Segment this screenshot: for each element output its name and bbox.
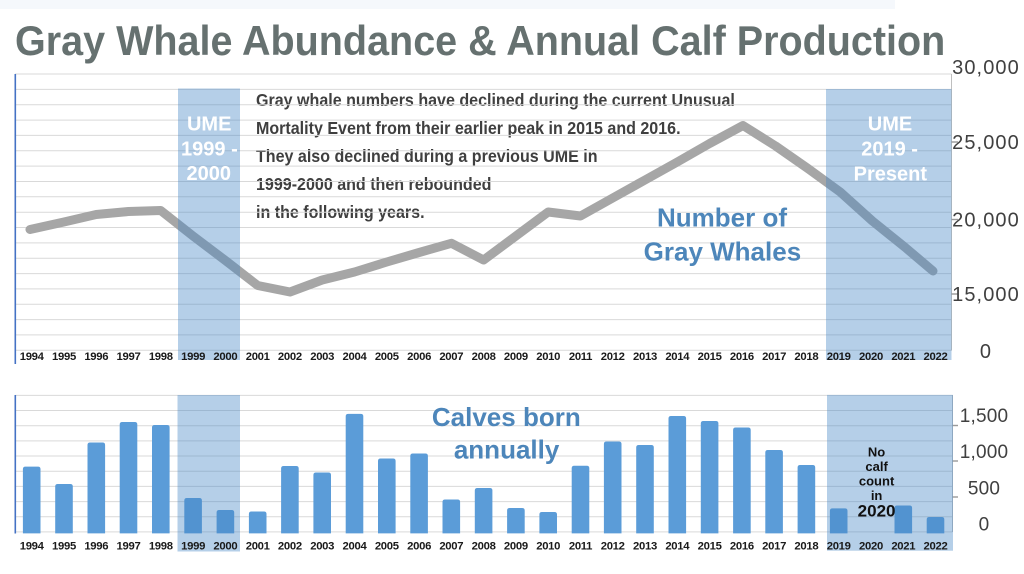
svg-text:2020: 2020	[859, 351, 883, 363]
svg-text:2019 -: 2019 -	[861, 139, 918, 161]
svg-text:2010: 2010	[536, 541, 560, 553]
svg-text:Gray Whales: Gray Whales	[644, 237, 802, 267]
svg-text:Number of: Number of	[657, 203, 787, 233]
svg-text:2011: 2011	[569, 541, 592, 553]
svg-text:UME: UME	[868, 114, 912, 136]
svg-text:2009: 2009	[504, 541, 528, 553]
svg-text:2018: 2018	[794, 351, 818, 363]
svg-text:2021: 2021	[891, 351, 915, 363]
svg-text:1997: 1997	[117, 351, 141, 363]
svg-text:Present: Present	[854, 164, 928, 186]
svg-text:annually: annually	[454, 435, 560, 465]
svg-text:2007: 2007	[439, 351, 463, 363]
svg-text:No: No	[868, 445, 885, 460]
svg-text:1,000: 1,000	[960, 442, 1009, 463]
svg-text:2006: 2006	[407, 541, 431, 553]
svg-text:2001: 2001	[246, 351, 270, 363]
svg-text:2008: 2008	[472, 541, 496, 553]
svg-text:2012: 2012	[601, 541, 625, 553]
svg-text:25,000: 25,000	[952, 132, 1020, 154]
svg-text:2016: 2016	[730, 351, 754, 363]
svg-text:2019: 2019	[827, 351, 851, 363]
svg-text:1999 -: 1999 -	[181, 139, 238, 161]
svg-text:count: count	[859, 474, 895, 489]
svg-text:2000: 2000	[213, 351, 237, 363]
svg-text:1995: 1995	[52, 351, 76, 363]
svg-text:500: 500	[968, 478, 1000, 499]
svg-text:0: 0	[980, 341, 992, 363]
svg-text:30,000: 30,000	[952, 57, 1020, 79]
svg-text:1996: 1996	[84, 351, 108, 363]
svg-text:2022: 2022	[924, 541, 948, 553]
svg-text:2015: 2015	[698, 351, 722, 363]
svg-text:UME: UME	[187, 114, 231, 136]
svg-text:1999: 1999	[181, 351, 205, 363]
svg-text:2007: 2007	[439, 541, 463, 553]
svg-text:2011: 2011	[569, 351, 592, 363]
svg-text:2020: 2020	[858, 502, 896, 521]
svg-text:2015: 2015	[698, 541, 722, 553]
svg-text:1994: 1994	[20, 541, 45, 553]
svg-text:2018: 2018	[794, 541, 818, 553]
svg-text:1998: 1998	[149, 351, 173, 363]
svg-text:2000: 2000	[187, 163, 232, 185]
svg-text:2019: 2019	[827, 541, 851, 553]
svg-text:in: in	[871, 488, 883, 503]
svg-text:2017: 2017	[762, 541, 786, 553]
svg-text:2002: 2002	[278, 351, 302, 363]
svg-text:2000: 2000	[213, 541, 237, 553]
svg-text:2003: 2003	[310, 541, 334, 553]
svg-text:2013: 2013	[633, 541, 657, 553]
svg-text:15,000: 15,000	[952, 284, 1020, 306]
svg-text:2021: 2021	[891, 541, 915, 553]
svg-text:2017: 2017	[762, 351, 786, 363]
svg-text:2003: 2003	[310, 351, 334, 363]
svg-text:0: 0	[979, 514, 990, 535]
svg-text:Calves born: Calves born	[432, 402, 581, 432]
svg-text:2004: 2004	[343, 351, 368, 363]
svg-text:2020: 2020	[859, 541, 883, 553]
svg-text:2014: 2014	[665, 541, 690, 553]
svg-text:2014: 2014	[665, 351, 690, 363]
svg-text:20,000: 20,000	[952, 210, 1020, 232]
svg-text:1995: 1995	[52, 541, 76, 553]
svg-text:2009: 2009	[504, 351, 528, 363]
svg-text:1,500: 1,500	[960, 406, 1009, 427]
svg-text:2022: 2022	[924, 351, 948, 363]
svg-text:1997: 1997	[117, 541, 141, 553]
svg-text:2005: 2005	[375, 351, 399, 363]
svg-text:calf: calf	[865, 459, 888, 474]
svg-text:2008: 2008	[472, 351, 496, 363]
svg-text:2012: 2012	[601, 351, 625, 363]
svg-text:2002: 2002	[278, 541, 302, 553]
svg-text:2001: 2001	[246, 541, 270, 553]
svg-text:2013: 2013	[633, 351, 657, 363]
svg-text:2010: 2010	[536, 351, 560, 363]
svg-text:1994: 1994	[20, 351, 45, 363]
svg-text:2016: 2016	[730, 541, 754, 553]
svg-text:1999: 1999	[181, 541, 205, 553]
svg-text:2005: 2005	[375, 541, 399, 553]
svg-text:2006: 2006	[407, 351, 431, 363]
svg-text:1998: 1998	[149, 541, 173, 553]
svg-text:1996: 1996	[84, 541, 108, 553]
svg-text:2004: 2004	[343, 541, 368, 553]
